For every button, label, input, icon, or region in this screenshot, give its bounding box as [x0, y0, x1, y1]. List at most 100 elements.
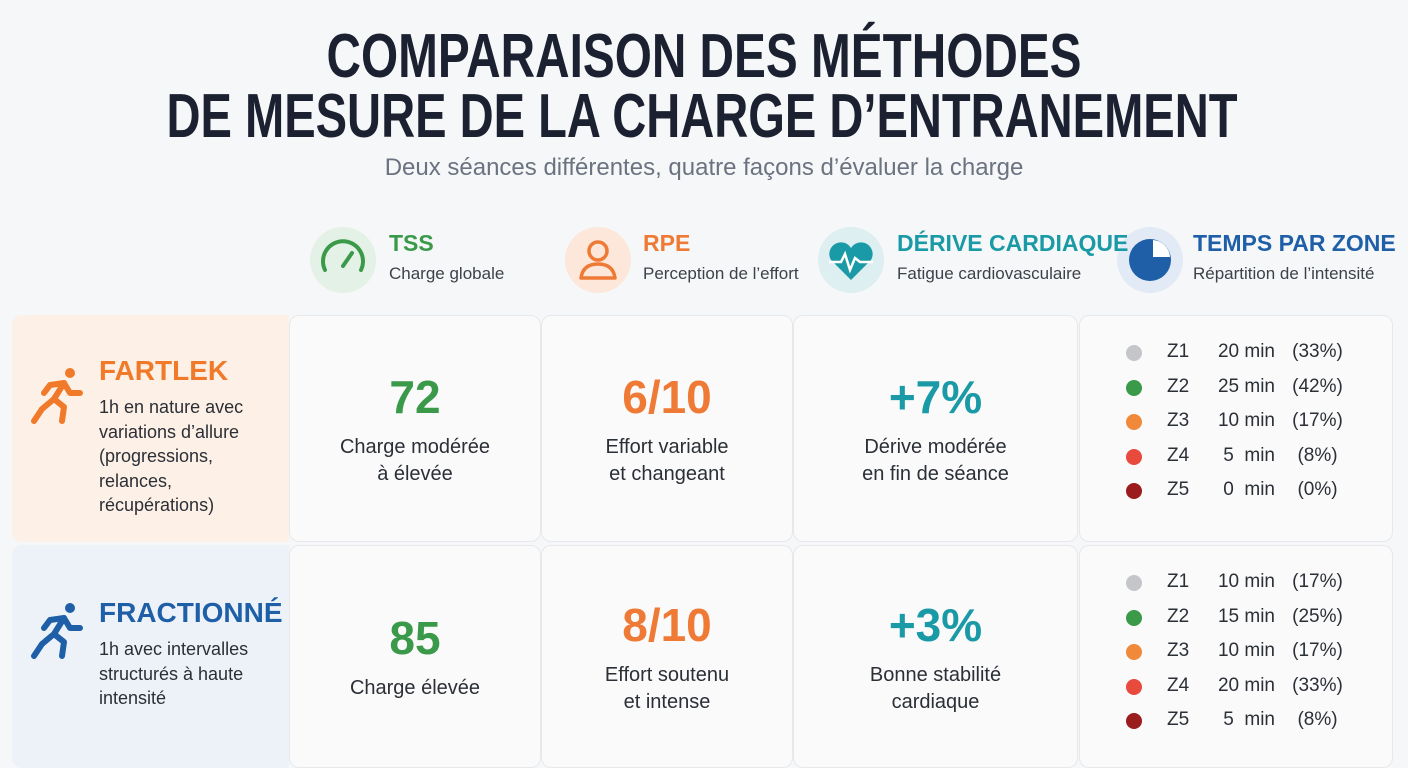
zone-percent: (33%) — [1292, 341, 1343, 362]
zone-time: 25 min — [1217, 375, 1275, 397]
zone-name: Z2 — [1167, 375, 1190, 397]
zone-name: Z4 — [1167, 674, 1190, 696]
zone-dot — [1126, 575, 1142, 591]
metric-label: Effort variable — [605, 435, 729, 458]
runner-icon — [31, 368, 83, 424]
description-line: 1h en nature avec — [99, 397, 244, 417]
zone-dot — [1126, 644, 1142, 661]
column-header: RPE Perception de l’effort — [643, 230, 799, 284]
zone-percent: (42%) — [1292, 375, 1343, 397]
column-subtitle: Répartition de l’intensité — [1193, 264, 1375, 283]
zone-percent: (33%) — [1292, 674, 1343, 696]
metric-cell: 72 Charge modérée à élevée — [289, 315, 541, 542]
metric-label: Bonne stabilité — [869, 663, 1002, 686]
description-line: structurés à haute — [99, 663, 244, 684]
row-label: FARTLEK 1h en nature avec variations d’all… — [99, 355, 284, 518]
runner-icon — [31, 603, 83, 659]
metric-value: 72 — [389, 370, 441, 423]
metric-value: 85 — [389, 612, 441, 664]
subtitle: Deux séances différentes, quatre façons … — [384, 154, 1024, 181]
metric-label: cardiaque — [891, 690, 980, 713]
column-title: DÉRIVE CARDIAQUE — [897, 230, 1129, 256]
title-line: COMPARAISON DES MÉTHODES — [327, 22, 1082, 91]
metric-value: 8/10 — [622, 598, 712, 651]
zone-time: 20 min — [1217, 341, 1275, 362]
person-icon — [587, 240, 609, 262]
zone-time: 10 min — [1217, 640, 1275, 662]
title-area: COMPARAISON DES MÉTHODES DE MESURE DE LA… — [167, 22, 1238, 140]
column-title: RPE — [643, 230, 691, 256]
zone-dot — [1126, 414, 1142, 431]
zone-name: Z3 — [1167, 410, 1190, 432]
zone-percent: (8%) — [1297, 444, 1338, 466]
zone-name: Z4 — [1167, 444, 1190, 466]
zone-time: 15 min — [1217, 605, 1275, 627]
zone-percent: (17%) — [1292, 410, 1343, 432]
row-description: 1h avec intervalles structurés à haute int… — [99, 637, 284, 711]
description-line: variations d’allure — [99, 421, 240, 442]
zone-dot — [1126, 379, 1142, 396]
column-header: TEMPS PAR ZONE Répartition de l’intensité — [1193, 230, 1396, 284]
column-icons — [310, 227, 1183, 293]
description-line: intensité — [99, 688, 167, 708]
column-header: DÉRIVE CARDIAQUE Fatigue cardiovasculaire — [897, 230, 1128, 284]
metric-label: Charge modérée — [339, 435, 491, 458]
description-line: (progressions, — [99, 446, 214, 466]
column-subtitle: Fatigue cardiovasculaire — [897, 264, 1082, 283]
zone-name: Z5 — [1167, 479, 1190, 501]
description-line: 1h avec intervalles — [99, 639, 249, 659]
metric-cell: +3% Bonne stabilité cardiaque — [793, 545, 1078, 768]
zone-percent: (17%) — [1292, 640, 1343, 662]
metric-value: +3% — [888, 598, 983, 651]
zone-percent: (0%) — [1297, 479, 1338, 501]
column-title: TSS — [389, 230, 434, 256]
zone-percent: (25%) — [1292, 605, 1343, 627]
row-description: 1h en nature avec variations d’allure (pro… — [99, 395, 284, 518]
heart-icon — [829, 242, 873, 280]
zone-name: Z1 — [1167, 341, 1190, 362]
zone-name: Z2 — [1167, 605, 1190, 627]
row-name: FRACTIONNÉ — [99, 597, 283, 628]
zone-percent: (17%) — [1292, 571, 1343, 592]
title-line: DE MESURE DE LA CHARGE D’ENTRANEMENT — [167, 82, 1238, 140]
metric-label: Effort soutenu — [604, 663, 730, 686]
row-name: FARTLEK — [99, 355, 229, 386]
zone-dot — [1126, 483, 1142, 500]
zone-dot — [1126, 448, 1142, 465]
column-header: TSS Charge globale — [389, 230, 504, 284]
metric-label: Dérive modérée — [864, 435, 1007, 458]
gauge-icon — [321, 239, 365, 272]
row-label-bg — [12, 545, 289, 768]
pie-slice — [1153, 240, 1170, 257]
zone-dot — [1126, 345, 1142, 361]
row-label-bg — [12, 315, 289, 542]
metric-label: à élevée — [377, 462, 453, 485]
zone-name: Z3 — [1167, 640, 1190, 662]
metric-label: Charge élevée — [349, 677, 481, 699]
zone-time: 10 min — [1217, 571, 1275, 592]
zone-dot — [1126, 678, 1142, 695]
zone-time: 10 min — [1217, 410, 1275, 432]
metric-value: +7% — [888, 370, 983, 423]
zone-name: Z5 — [1167, 709, 1190, 731]
description-line: relances, récupérations) — [99, 470, 215, 516]
zone-percent: (8%) — [1297, 709, 1338, 731]
person-icon — [579, 262, 617, 280]
icon-bg — [310, 227, 376, 293]
gauge-needle — [341, 251, 354, 268]
zone-time: 20 min — [1217, 674, 1275, 696]
metric-cell: 8/10 Effort soutenu et intense — [541, 545, 793, 768]
zone-time: 5 min — [1223, 444, 1275, 466]
metric-cell: +7% Dérive modérée en fin de séance — [793, 315, 1078, 542]
column-subtitle: Charge globale — [389, 264, 505, 283]
zone-dot — [1126, 713, 1142, 730]
column-subtitle: Perception de l’effort — [643, 264, 799, 283]
zone-time: 5 min — [1223, 709, 1275, 731]
row-label: FRACTIONNÉ 1h avec intervalles structurés … — [99, 597, 284, 711]
metric-cell: 85 Charge élevée — [289, 545, 541, 768]
zone-time: 0 min — [1223, 479, 1275, 501]
zone-name: Z1 — [1167, 571, 1190, 592]
metric-label: et changeant — [609, 462, 725, 485]
zone-dot — [1126, 609, 1142, 626]
